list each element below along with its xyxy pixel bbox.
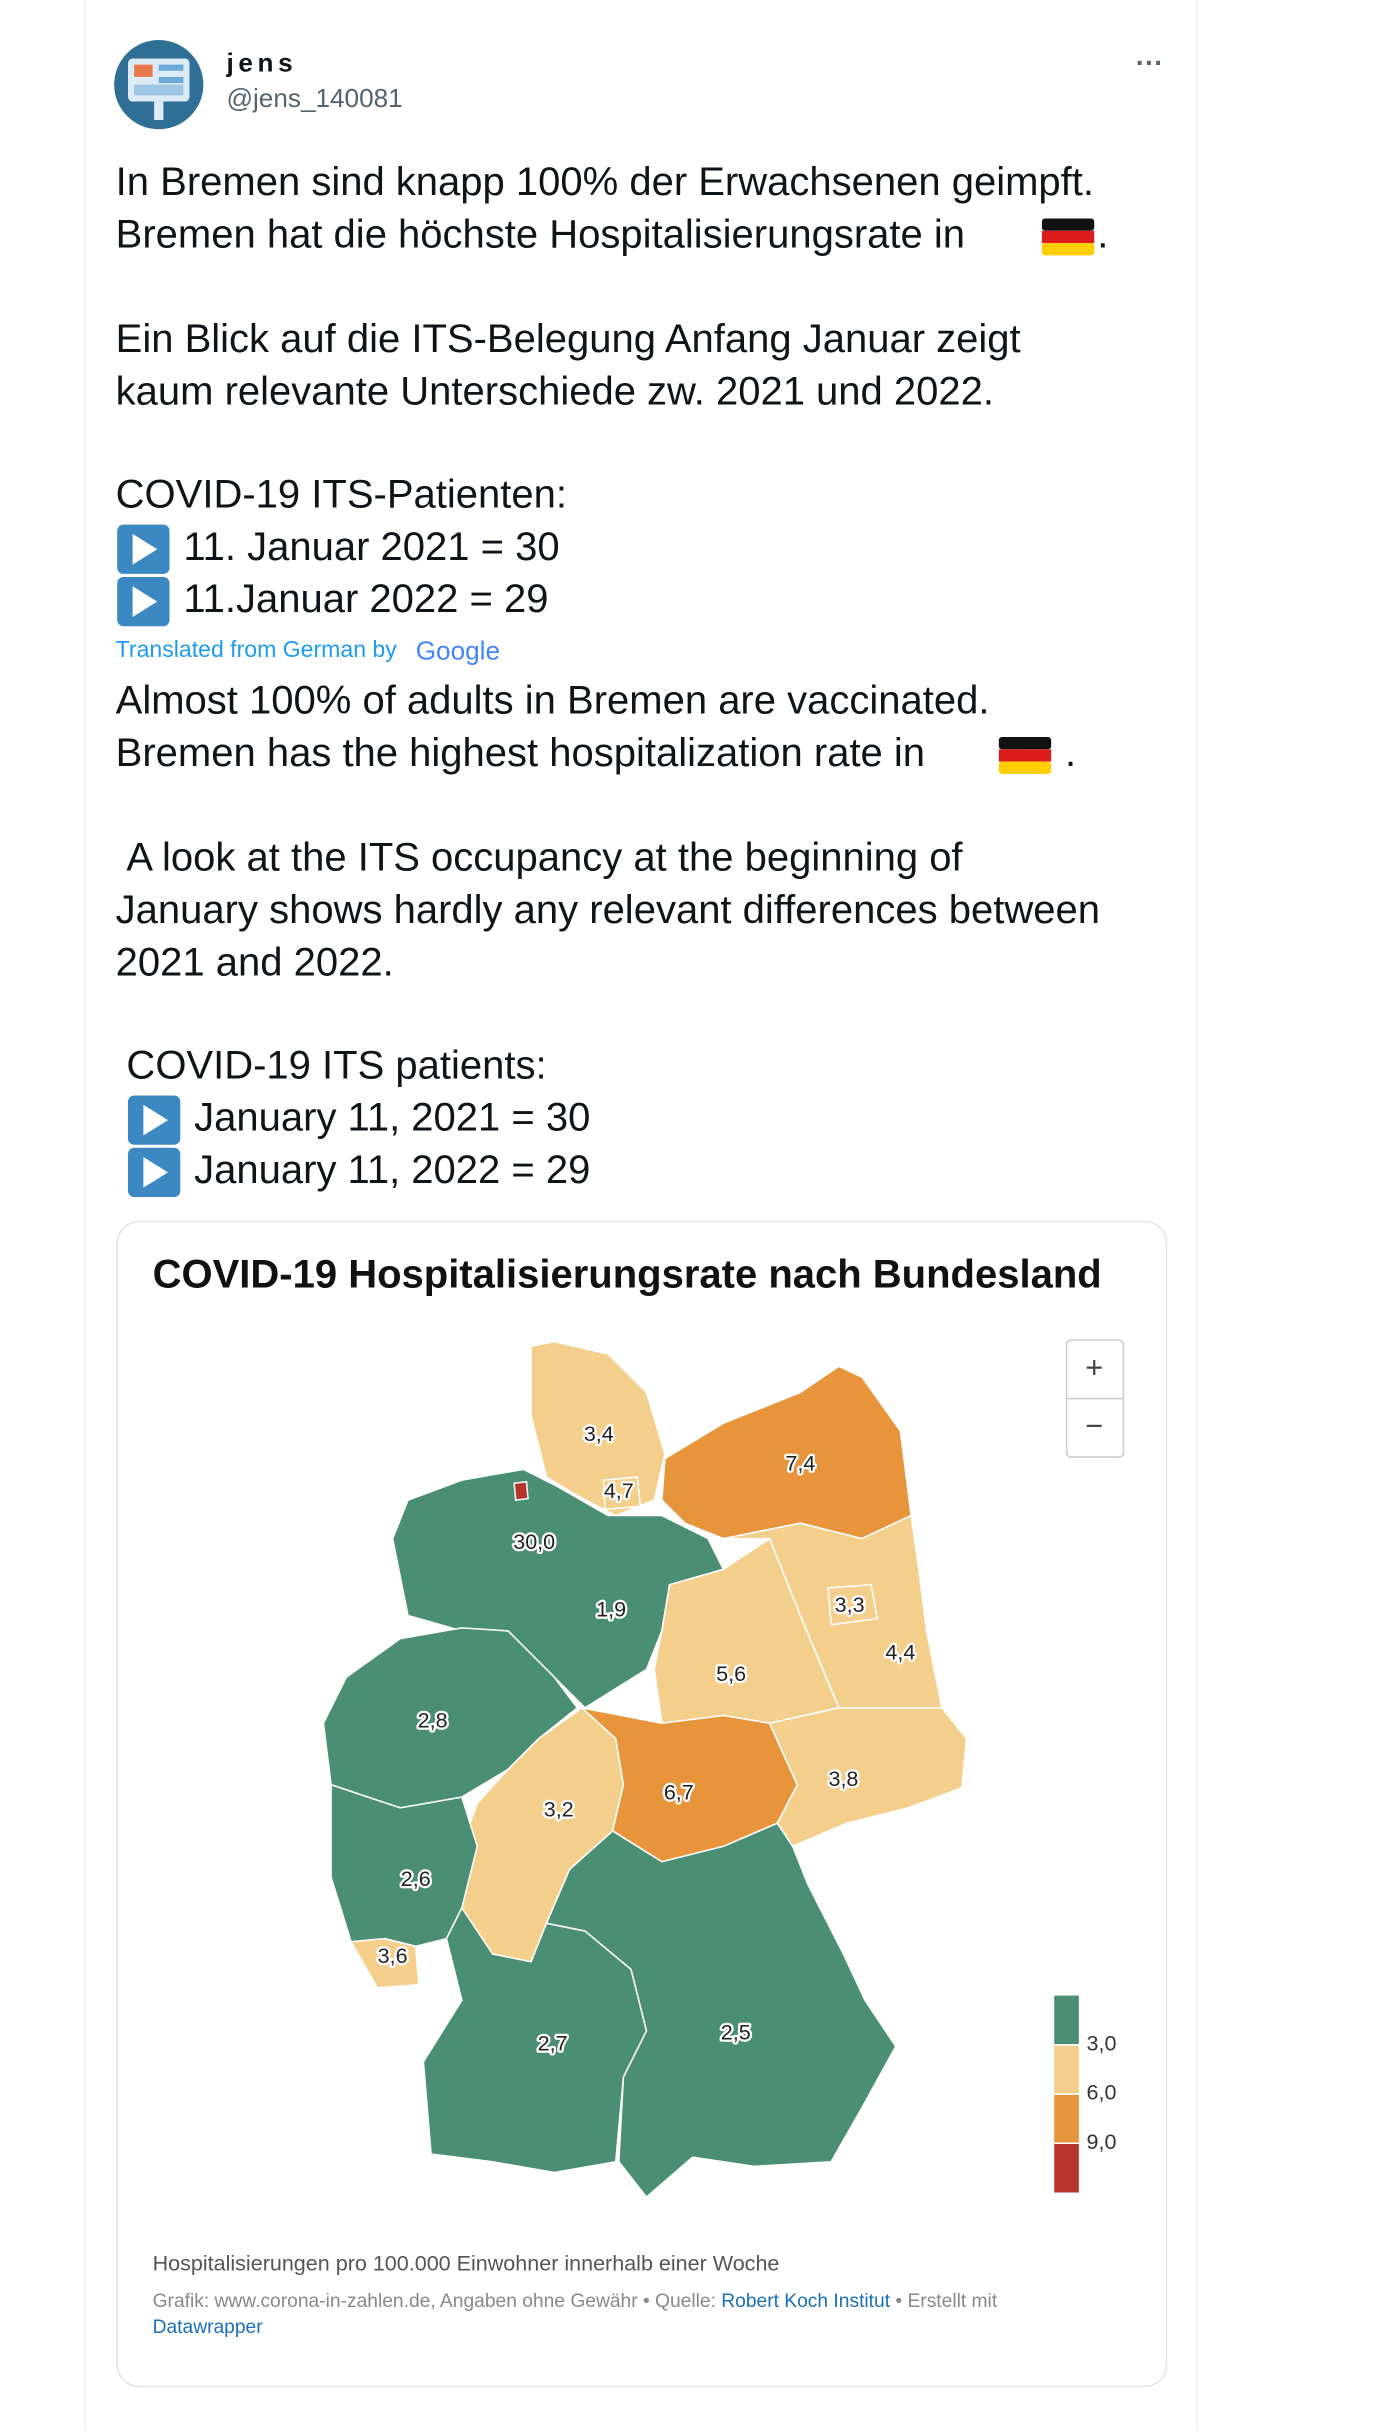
translated-line: A look at the ITS occupancy at the begin… — [126, 836, 963, 880]
zoom-in-button[interactable]: + — [1085, 1349, 1103, 1384]
region-label: 5,6 — [716, 1662, 746, 1686]
legend: 3,0 6,0 9,0 — [1054, 1995, 1117, 2193]
region-label: 4,7 — [604, 1479, 634, 1503]
region-label: 3,2 — [544, 1798, 574, 1822]
author-name[interactable]: jens — [225, 48, 297, 78]
tweet-line: . — [1097, 213, 1108, 257]
chart-source: Grafik: www.corona-in-zahlen.de, Angaben… — [153, 2291, 998, 2312]
region-label: 2,8 — [418, 1708, 448, 1732]
region-label: 3,6 — [378, 1944, 408, 1968]
tool-link[interactable]: Datawrapper — [153, 2317, 264, 2338]
legend-swatch — [1054, 2044, 1079, 2095]
region-label: 3,4 — [584, 1422, 614, 1446]
author-handle[interactable]: @jens_140081 — [226, 83, 402, 113]
region-label: 2,6 — [401, 1867, 431, 1891]
region-label: 3,3 — [835, 1593, 865, 1617]
play-icon — [127, 1095, 181, 1145]
region — [827, 1583, 879, 1626]
tweet-line: COVID-19 ITS-Patienten: — [116, 473, 567, 517]
translation-brand[interactable]: Google — [416, 635, 500, 665]
legend-swatch — [1054, 2143, 1079, 2193]
source-text: • Erstellt mit — [895, 2291, 997, 2312]
region-label: 7,4 — [785, 1451, 815, 1475]
region — [768, 1707, 968, 1848]
translated-line: . — [1065, 731, 1076, 775]
region-label: 6,7 — [664, 1781, 694, 1805]
legend-label: 3,0 — [1087, 2031, 1117, 2055]
flag-icon — [1041, 218, 1095, 256]
region — [513, 1480, 529, 1502]
play-icon — [127, 1147, 181, 1198]
translated-line: Bremen has the highest hospitalization r… — [116, 731, 925, 775]
play-icon — [117, 524, 170, 574]
tweet-line: 11. Januar 2021 = 30 — [183, 525, 559, 569]
source-text: Grafik: www.corona-in-zahlen.de, Angaben… — [153, 2291, 716, 2312]
tweet-line: kaum relevante Unterschiede zw. 2021 und… — [116, 369, 994, 413]
avatar[interactable] — [114, 40, 204, 130]
chart-title: COVID-19 Hospitalisierungsrate nach Bund… — [153, 1253, 1102, 1297]
chart-note: Hospitalisierungen pro 100.000 Einwohner… — [153, 2252, 780, 2276]
region — [545, 1822, 897, 2199]
translated-line: January 11, 2022 = 29 — [194, 1148, 590, 1192]
region-label: 4,4 — [885, 1641, 915, 1665]
legend-swatch — [1054, 1995, 1079, 2045]
translated-line: Almost 100% of adults in Bremen are vacc… — [116, 679, 990, 723]
tweet-line: Bremen hat die höchste Hospitalisierungs… — [116, 213, 965, 257]
tweet-line: 11.Januar 2022 = 29 — [183, 577, 548, 621]
flag-icon — [998, 736, 1052, 774]
legend-label: 9,0 — [1087, 2130, 1117, 2154]
legend-swatch — [1054, 2094, 1079, 2144]
tweet-line: Ein Blick auf die ITS-Belegung Anfang Ja… — [116, 317, 1021, 361]
region-label: 2,7 — [538, 2031, 568, 2055]
zoom-out-button[interactable]: − — [1085, 1408, 1103, 1443]
more-button[interactable]: ··· — [1136, 47, 1164, 78]
translated-line: 2021 and 2022. — [116, 940, 394, 984]
translation-note[interactable]: Translated from German by — [116, 636, 398, 662]
tweet-line: In Bremen sind knapp 100% der Erwachsene… — [116, 160, 1094, 204]
region-label: 1,9 — [596, 1598, 626, 1622]
region — [349, 1937, 420, 1989]
region — [530, 1340, 666, 1517]
map: 3,4 7,4 1,9 4,4 5,6 2,8 3,2 6,7 3,8 2,6 3,6 2,7 2,5 4… — [322, 1340, 968, 2199]
region-label: 3,8 — [828, 1767, 858, 1791]
translated-line: COVID-19 ITS patients: — [126, 1043, 546, 1087]
play-icon — [117, 576, 170, 627]
legend-label: 6,0 — [1087, 2081, 1117, 2105]
region-label: 2,5 — [721, 2021, 751, 2045]
region — [422, 1906, 648, 2174]
translated-line: January 11, 2021 = 30 — [194, 1096, 590, 1140]
region-label: 30,0 — [513, 1530, 555, 1554]
zoom-control — [1065, 1339, 1125, 1458]
region — [602, 1476, 642, 1511]
source-link[interactable]: Robert Koch Institut — [721, 2291, 890, 2312]
translated-line: January shows hardly any relevant differ… — [116, 888, 1100, 932]
